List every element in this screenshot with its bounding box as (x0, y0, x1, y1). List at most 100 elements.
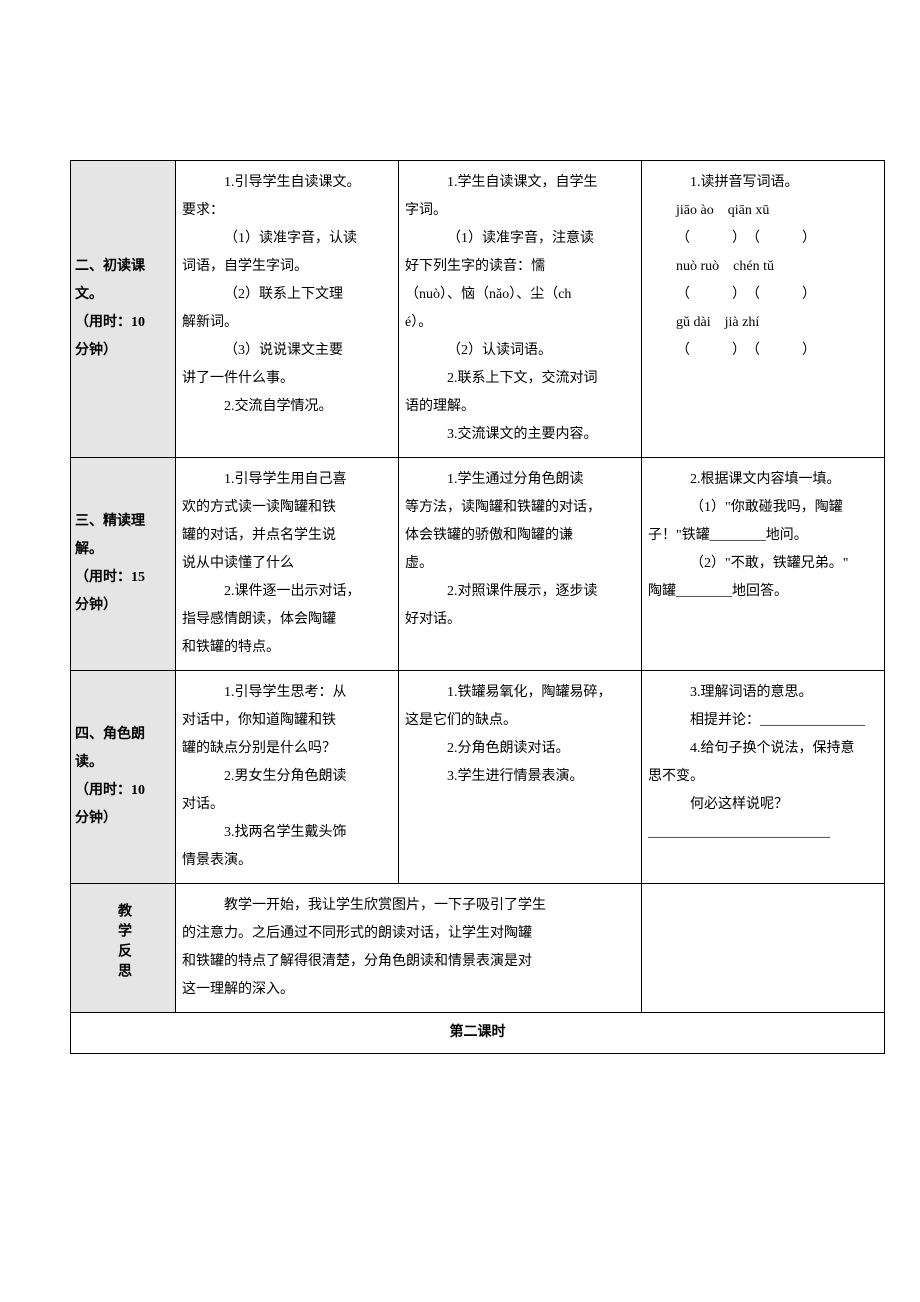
line: 1.引导学生自读课文。 (182, 169, 392, 197)
teacher-activity-cell: 1.引导学生自读课文。 要求： （1）读准字音，认读 词语，自学生字词。 （2）… (176, 161, 399, 458)
label-text: （用时：15 (75, 570, 145, 585)
line: 好下列生字的读音：懦 (405, 253, 635, 281)
line: 相提并论：_______________ (648, 707, 878, 735)
pinyin-row: jiāo ào qiān xū (648, 197, 878, 225)
line: 好对话。 (405, 606, 635, 634)
line: 和铁罐的特点了解得很清楚，分角色朗读和情景表演是对 (182, 948, 635, 976)
page-container: 二、初读课文。 （用时：10 分钟） 1.引导学生自读课文。 要求： （1）读准… (0, 0, 920, 1094)
line: __________________________ (648, 819, 878, 847)
line: 何必这样说呢？ (648, 791, 878, 819)
line: 这一理解的深入。 (182, 976, 635, 1004)
line: 1.铁罐易氧化，陶罐易碎， (405, 679, 635, 707)
line: 的注意力。之后通过不同形式的朗读对话，让学生对陶罐 (182, 920, 635, 948)
line: 2.课件逐一出示对话， (182, 578, 392, 606)
paren-row: （ ） （ ） (648, 281, 878, 309)
line: 指导感情朗读，体会陶罐 (182, 606, 392, 634)
pinyin-left: nuò ruò (676, 259, 719, 274)
line: 1.引导学生用自己喜 (182, 466, 392, 494)
label-text: 分钟） (75, 598, 117, 613)
exercise-cell: 1.读拼音写词语。 jiāo ào qiān xū （ ） （ ） nuò ru… (642, 161, 885, 458)
line: 2.交流自学情况。 (182, 393, 392, 421)
line: （2）"不敢，铁罐兄弟。" (648, 550, 878, 578)
exercise-title: 1.读拼音写词语。 (648, 169, 878, 197)
pinyin-right: chén tǔ (733, 259, 774, 274)
reflection-label-text: 教学反思 (109, 903, 137, 983)
label-text: 分钟） (75, 811, 117, 826)
student-activity-cell: 1.铁罐易氧化，陶罐易碎， 这是它们的缺点。 2.分角色朗读对话。 3.学生进行… (399, 671, 642, 884)
line: 罐的对话，并点名学生说 (182, 522, 392, 550)
teacher-activity-cell: 1.引导学生思考：从 对话中，你知道陶罐和铁 罐的缺点分别是什么吗？ 2.男女生… (176, 671, 399, 884)
table-row: 四、角色朗读。 （用时：10 分钟） 1.引导学生思考：从 对话中，你知道陶罐和… (71, 671, 885, 884)
pinyin-right: jià zhí (725, 315, 760, 330)
line: 3.理解词语的意思。 (648, 679, 878, 707)
exercise-cell: 2.根据课文内容填一填。 （1）"你敢碰我吗，陶罐 子！"铁罐________地… (642, 458, 885, 671)
line: （1）读准字音，注意读 (405, 225, 635, 253)
pinyin-left: gǔ dài (676, 315, 711, 330)
line: （2）认读词语。 (405, 337, 635, 365)
row-label-2: 二、初读课文。 （用时：10 分钟） (71, 161, 176, 458)
table-row: 二、初读课文。 （用时：10 分钟） 1.引导学生自读课文。 要求： （1）读准… (71, 161, 885, 458)
paren-row: （ ） （ ） (648, 337, 878, 365)
line: 要求： (182, 197, 392, 225)
label-text: 分钟） (75, 343, 117, 358)
reflection-row: 教学反思 教学一开始，我让学生欣赏图片，一下子吸引了学生 的注意力。之后通过不同… (71, 884, 885, 1013)
reflection-label: 教学反思 (71, 884, 176, 1013)
line: 对话中，你知道陶罐和铁 (182, 707, 392, 735)
line: 语的理解。 (405, 393, 635, 421)
reflection-empty-cell (642, 884, 885, 1013)
row-label-3: 三、精读理解。 （用时：15 分钟） (71, 458, 176, 671)
line: 情景表演。 (182, 847, 392, 875)
line: 欢的方式读一读陶罐和铁 (182, 494, 392, 522)
student-activity-cell: 1.学生通过分角色朗读 等方法，读陶罐和铁罐的对话， 体会铁罐的骄傲和陶罐的谦 … (399, 458, 642, 671)
line: （3）说说课文主要 (182, 337, 392, 365)
line: （nuò）、恼（nǎo）、尘（ch (405, 281, 635, 309)
line: 对话。 (182, 791, 392, 819)
lesson-table: 二、初读课文。 （用时：10 分钟） 1.引导学生自读课文。 要求： （1）读准… (70, 160, 885, 1054)
line: 解新词。 (182, 309, 392, 337)
section-head: 第二课时 (71, 1013, 885, 1054)
label-text: （用时：10 (75, 315, 145, 330)
line: 字词。 (405, 197, 635, 225)
line: 说从中读懂了什么 (182, 550, 392, 578)
reflection-text-cell: 教学一开始，我让学生欣赏图片，一下子吸引了学生 的注意力。之后通过不同形式的朗读… (176, 884, 642, 1013)
line: 2.对照课件展示，逐步读 (405, 578, 635, 606)
pinyin-row: gǔ dài jià zhí (648, 309, 878, 337)
student-activity-cell: 1.学生自读课文，自学生 字词。 （1）读准字音，注意读 好下列生字的读音：懦 … (399, 161, 642, 458)
line: 虚。 (405, 550, 635, 578)
line: 3.交流课文的主要内容。 (405, 421, 635, 449)
line: 3.学生进行情景表演。 (405, 763, 635, 791)
line: 思不变。 (648, 763, 878, 791)
line: 2.分角色朗读对话。 (405, 735, 635, 763)
line: 等方法，读陶罐和铁罐的对话， (405, 494, 635, 522)
line: 体会铁罐的骄傲和陶罐的谦 (405, 522, 635, 550)
line: （1）"你敢碰我吗，陶罐 (648, 494, 878, 522)
paren-row: （ ） （ ） (648, 225, 878, 253)
label-text: 三、精读理解。 (75, 514, 145, 557)
line: （1）读准字音，认读 (182, 225, 392, 253)
line: 这是它们的缺点。 (405, 707, 635, 735)
exercise-cell: 3.理解词语的意思。 相提并论：_______________ 4.给句子换个说… (642, 671, 885, 884)
line: 教学一开始，我让学生欣赏图片，一下子吸引了学生 (182, 892, 635, 920)
pinyin-row: nuò ruò chén tǔ (648, 253, 878, 281)
line: （2）联系上下文理 (182, 281, 392, 309)
line: 1.引导学生思考：从 (182, 679, 392, 707)
label-text: （用时：10 (75, 783, 145, 798)
line: 2.根据课文内容填一填。 (648, 466, 878, 494)
line: 3.找两名学生戴头饰 (182, 819, 392, 847)
label-text: 二、初读课文。 (75, 259, 145, 302)
row-label-4: 四、角色朗读。 （用时：10 分钟） (71, 671, 176, 884)
line: é）。 (405, 309, 635, 337)
pinyin-left: jiāo ào (676, 203, 714, 218)
line: 讲了一件什么事。 (182, 365, 392, 393)
line: 1.学生通过分角色朗读 (405, 466, 635, 494)
pinyin-right: qiān xū (728, 203, 770, 218)
label-text: 四、角色朗读。 (75, 727, 145, 770)
line: 2.联系上下文，交流对词 (405, 365, 635, 393)
line: 陶罐________地回答。 (648, 578, 878, 606)
line: 子！"铁罐________地问。 (648, 522, 878, 550)
line: 和铁罐的特点。 (182, 634, 392, 662)
line: 2.男女生分角色朗读 (182, 763, 392, 791)
line: 词语，自学生字词。 (182, 253, 392, 281)
line: 1.学生自读课文，自学生 (405, 169, 635, 197)
table-row: 三、精读理解。 （用时：15 分钟） 1.引导学生用自己喜 欢的方式读一读陶罐和… (71, 458, 885, 671)
